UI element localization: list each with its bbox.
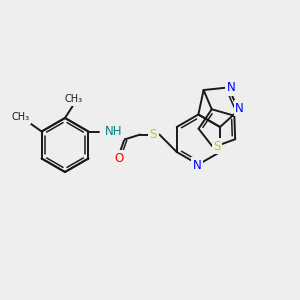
Text: N: N <box>227 81 236 94</box>
Text: CH₃: CH₃ <box>65 94 83 104</box>
Text: O: O <box>115 152 124 165</box>
Text: CH₃: CH₃ <box>12 112 30 122</box>
Text: N: N <box>235 102 244 115</box>
Text: S: S <box>150 128 157 141</box>
Text: NH: NH <box>104 125 122 138</box>
Text: S: S <box>213 140 221 153</box>
Text: N: N <box>193 159 202 172</box>
